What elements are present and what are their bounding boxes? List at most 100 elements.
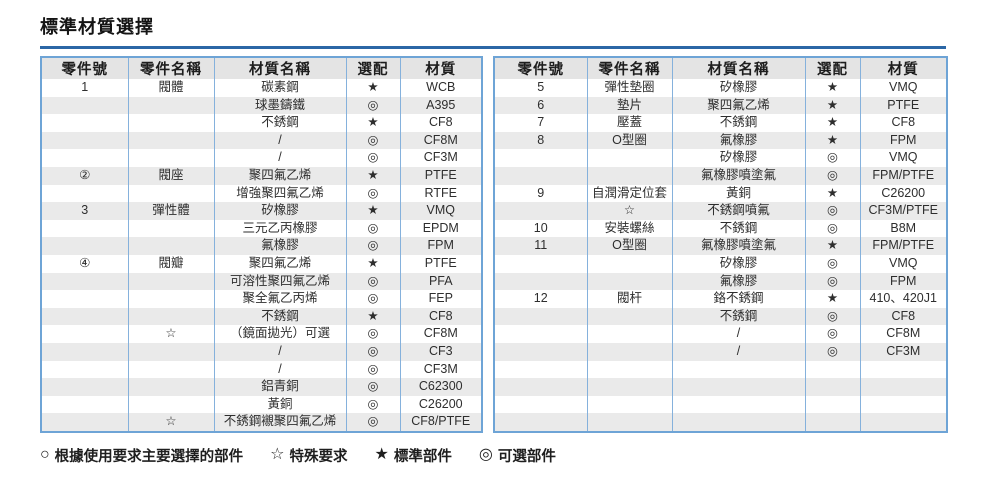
table-cell: 410、420J1 xyxy=(869,291,937,306)
table-cell: FPM xyxy=(427,238,454,253)
table-row: / ◎ CF8M xyxy=(41,131,482,150)
standard-part-star-icon: ★ xyxy=(346,307,401,326)
optional-part-circle-icon: ◎ xyxy=(805,219,861,238)
table-cell: 10 xyxy=(494,219,588,238)
table-cell xyxy=(128,114,215,132)
table-cell: 氟橡膠噴塗氟 xyxy=(672,166,806,185)
table-cell: FPM xyxy=(890,273,917,288)
standard-part-star-icon: ★ xyxy=(346,166,401,185)
table-cell xyxy=(587,254,673,273)
table-cell: 1 xyxy=(41,79,129,97)
standard-part-star-icon: ★ xyxy=(346,254,401,273)
table-cell xyxy=(41,325,129,343)
table-row xyxy=(494,395,947,414)
table-cell: 鉻不銹鋼 xyxy=(672,290,806,308)
table-cell xyxy=(494,202,588,220)
table-cell: FPM/PTFE xyxy=(872,238,935,253)
table-cell xyxy=(128,237,215,255)
table-cell xyxy=(860,361,947,379)
table-cell: 聚四氟乙烯 xyxy=(214,166,347,185)
table-row: 6 墊片 聚四氟乙烯 ★ PTFE xyxy=(494,96,947,115)
legend-item: ◎ 可選部件 xyxy=(479,445,556,466)
table-cell xyxy=(587,413,673,432)
table-cell: 聚全氟乙丙烯 xyxy=(214,290,347,308)
table-cell: VMQ xyxy=(889,255,918,270)
table-cell xyxy=(128,219,215,238)
table-cell xyxy=(128,307,215,326)
table-row: 3 彈性體 矽橡膠 ★ VMQ xyxy=(41,202,482,220)
table-row: 1 閥體 碳素鋼 ★ WCB xyxy=(41,79,482,97)
table-cell: 9 xyxy=(494,184,588,203)
table-cell: A395 xyxy=(426,97,456,112)
table-cell xyxy=(587,325,673,343)
table-cell xyxy=(128,360,215,379)
table-row: 球墨鑄鐵 ◎ A395 xyxy=(41,96,482,115)
table-row: 矽橡膠 ◎ VMQ xyxy=(494,149,947,167)
table-cell: 氟橡膠 xyxy=(672,272,806,291)
optional-part-circle-icon: ◎ xyxy=(346,219,401,238)
table-cell: 6 xyxy=(494,96,588,115)
table-cell xyxy=(41,307,129,326)
optional-part-circle-icon: ◎ xyxy=(346,325,401,343)
table-cell: 氟橡膠 xyxy=(214,237,347,255)
column-header: 選配 xyxy=(805,57,861,79)
table-cell: / xyxy=(214,149,347,167)
table-cell: 12 xyxy=(494,290,588,308)
optional-part-circle-icon: ◎ xyxy=(346,237,401,255)
table-row: 12 閥杆 鉻不銹鋼 ★ 410、420J1 xyxy=(494,290,947,308)
table-cell: 聚四氟乙烯 xyxy=(214,254,347,273)
table-cell: CF8 xyxy=(428,115,453,130)
table-cell: CF3M xyxy=(886,343,921,358)
table-cell xyxy=(494,166,588,185)
column-header: 材質 xyxy=(400,57,482,79)
special-request-star-icon: ☆ xyxy=(587,202,673,220)
table-cell: 不銹鋼襯聚四氟乙烯 xyxy=(214,413,347,432)
column-header: 零件名稱 xyxy=(587,57,673,79)
table-cell: WCB xyxy=(426,80,456,94)
table-cell xyxy=(41,342,129,361)
selected-part-circle-icon: ○ xyxy=(40,446,50,464)
table-cell xyxy=(41,360,129,379)
standard-part-star-icon: ★ xyxy=(805,96,861,115)
table-cell xyxy=(494,325,588,343)
column-header: 零件號 xyxy=(494,57,588,79)
table-cell xyxy=(494,149,588,167)
table-row: ☆ 不銹鋼襯聚四氟乙烯 ◎ CF8/PTFE xyxy=(41,413,482,432)
table-cell: PFA xyxy=(428,273,453,288)
table-cell: 可溶性聚四氟乙烯 xyxy=(214,272,347,291)
optional-part-circle-icon: ◎ xyxy=(346,131,401,150)
table-cell: CF3 xyxy=(428,343,453,358)
column-header: 選配 xyxy=(346,57,401,79)
table-cell xyxy=(860,396,947,414)
optional-part-circle-icon: ◎ xyxy=(346,290,401,308)
table-cell: C62300 xyxy=(418,379,463,394)
table-cell: 11 xyxy=(494,237,588,255)
table-cell: 黃銅 xyxy=(214,395,347,414)
table-cell: C26200 xyxy=(881,185,926,200)
table-cell: 碳素鋼 xyxy=(214,79,347,97)
table-cell xyxy=(672,360,806,379)
table-row xyxy=(494,360,947,379)
table-cell: CF8/PTFE xyxy=(411,414,471,429)
table-cell: B8M xyxy=(890,220,917,235)
table-cell xyxy=(128,290,215,308)
table-cell xyxy=(494,378,588,396)
table-cell: 5 xyxy=(494,79,588,97)
table-cell: 彈性墊圈 xyxy=(587,79,673,97)
table-row: / ◎ CF3M xyxy=(41,360,482,379)
table-cell: ② xyxy=(41,166,129,185)
table-row: 8 O型圈 氟橡膠 ★ FPM xyxy=(494,131,947,150)
header-row: 零件號 零件名稱 材質名稱 選配 材質 xyxy=(41,57,482,79)
table-row: 鋁青銅 ◎ C62300 xyxy=(41,378,482,396)
table-cell: 7 xyxy=(494,114,588,132)
table-cell: 矽橡膠 xyxy=(672,254,806,273)
table-cell xyxy=(41,395,129,414)
table-cell xyxy=(128,131,215,150)
table-cell: RTFE xyxy=(424,185,457,200)
table-cell xyxy=(805,413,861,432)
table-cell: 矽橡膠 xyxy=(672,79,806,97)
optional-part-circle-icon: ◎ xyxy=(805,325,861,343)
special-request-star-icon: ☆ xyxy=(128,413,215,432)
table-cell: 8 xyxy=(494,131,588,150)
table-row: 氟橡膠噴塗氟 ◎ FPM/PTFE xyxy=(494,166,947,185)
